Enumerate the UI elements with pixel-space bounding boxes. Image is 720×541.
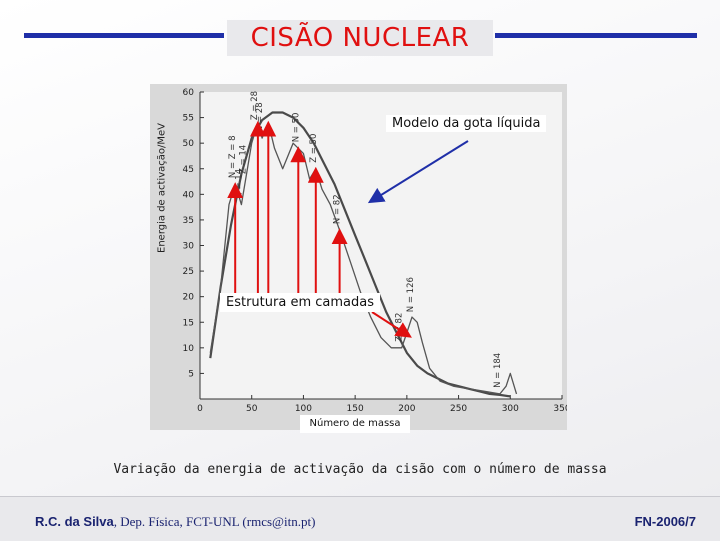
y-tick-label: 50 bbox=[183, 139, 195, 149]
x-axis-label: Número de massa bbox=[300, 415, 410, 433]
y-tick-label: 25 bbox=[183, 267, 194, 277]
y-tick-label: 10 bbox=[183, 344, 195, 354]
x-tick-label: 250 bbox=[450, 404, 467, 414]
slide-title: CISÃO NUCLEAR bbox=[227, 20, 493, 56]
x-tick-label: 200 bbox=[398, 404, 415, 414]
footer-code: FN-2006/7 bbox=[634, 514, 696, 529]
x-tick-label: 50 bbox=[246, 404, 258, 414]
y-tick-label: 15 bbox=[183, 318, 194, 328]
magic-number-label: Z = 14 bbox=[239, 145, 249, 174]
shell-structure-label: Estrutura em camadas bbox=[220, 293, 380, 312]
magic-number-label: Z = 28 bbox=[250, 91, 260, 120]
title-rule-right bbox=[495, 33, 697, 38]
y-tick-label: 35 bbox=[183, 216, 194, 226]
y-tick-label: 20 bbox=[183, 293, 195, 303]
liquid-drop-label: Modelo da gota líquida bbox=[386, 115, 547, 132]
y-tick-label: 45 bbox=[183, 165, 194, 175]
footer-affiliation: , Dep. Física, FCT-UNL (rmcs@itn.pt) bbox=[113, 514, 316, 529]
magic-number-label: N = 82 bbox=[333, 194, 343, 224]
footer-author: R.C. da Silva bbox=[35, 514, 114, 529]
x-tick-label: 0 bbox=[197, 404, 203, 414]
magic-number-label: Z = 82 bbox=[395, 313, 405, 342]
magic-number-label: N = 184 bbox=[493, 353, 503, 388]
title-rule-left bbox=[24, 33, 224, 38]
chart-figure: 5 10 15 20 25 30 35 40 45 50 55 60 0 50 100 150 200 250 30… bbox=[150, 84, 567, 430]
y-tick-label: 55 bbox=[183, 114, 194, 124]
magic-number-label: N = 28 bbox=[255, 102, 265, 132]
slide-caption: Variação da energia de activação da cisã… bbox=[113, 462, 607, 477]
slide-footer: R.C. da Silva, Dep. Física, FCT-UNL (rmc… bbox=[0, 496, 720, 541]
chart-plot: 5 10 15 20 25 30 35 40 45 50 55 60 0 50 100 150 200 250 30… bbox=[183, 88, 567, 414]
x-tick-label: 150 bbox=[347, 404, 364, 414]
magic-number-label: Z = 50 bbox=[309, 134, 319, 163]
x-tick-label: 100 bbox=[295, 404, 312, 414]
footer-credit: R.C. da Silva, Dep. Física, FCT-UNL (rmc… bbox=[35, 514, 315, 530]
y-tick-label: 30 bbox=[183, 242, 195, 252]
magic-number-label: N = 50 bbox=[291, 113, 301, 143]
y-axis-label: Energia de activação/MeV bbox=[156, 123, 168, 253]
x-tick-label: 300 bbox=[502, 404, 519, 414]
magic-number-label: N = Z = 8 bbox=[228, 135, 238, 178]
y-tick-label: 5 bbox=[188, 369, 194, 379]
y-tick-label: 40 bbox=[183, 190, 195, 200]
magic-number-label: N = 126 bbox=[406, 277, 416, 312]
x-tick-label: 350 bbox=[553, 404, 567, 414]
plot-area bbox=[200, 92, 562, 399]
y-tick-label: 60 bbox=[183, 88, 195, 98]
